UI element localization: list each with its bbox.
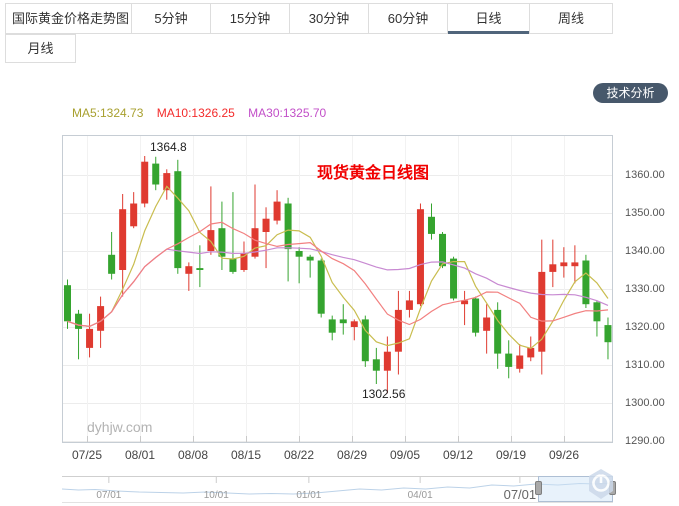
y-tick-label: 1290.00	[625, 435, 665, 447]
candle-27	[361, 319, 369, 362]
navigator-date-label: 04/01	[407, 490, 433, 501]
low-price-label: 1302.56	[362, 387, 406, 401]
tab-1[interactable]: 5分钟	[131, 3, 211, 34]
candle-34	[439, 233, 447, 267]
candle-33	[427, 216, 435, 234]
brand-logo-icon	[589, 469, 613, 499]
candle-28	[372, 359, 380, 371]
timeframe-tab-bar: 国际黄金价格走势图 5分钟 15分钟 30分钟 60分钟 日线 周线	[5, 3, 613, 34]
candle-29	[383, 351, 391, 371]
chart-title: 现货黄金日线图	[316, 165, 429, 182]
watermark: dyhjw.com	[87, 419, 153, 435]
ma30-value: MA30:1325.70	[248, 106, 327, 120]
x-tick-label: 09/12	[442, 448, 474, 462]
candle-48	[593, 302, 601, 322]
candle-47	[582, 260, 590, 305]
tab-6[interactable]: 周线	[529, 3, 613, 34]
ma-indicator-row: MA5:1324.73 MA10:1326.25 MA30:1325.70	[72, 106, 336, 120]
y-tick-label: 1340.00	[625, 245, 665, 257]
candle-4	[108, 254, 116, 274]
y-tick-label: 1350.00	[625, 207, 665, 219]
y-tick-label: 1360.00	[625, 169, 665, 181]
x-tick-label: 09/26	[548, 448, 580, 462]
candle-32	[416, 209, 424, 305]
x-tick-label: 09/19	[495, 448, 527, 462]
candle-22	[306, 256, 314, 261]
candle-25	[339, 319, 347, 324]
navigator-date-label: 10/01	[203, 490, 229, 501]
range-navigator[interactable]: 07/01 10/01 01/01 04/01 07/01	[61, 469, 616, 503]
candle-9	[163, 173, 171, 191]
x-tick-label: 09/05	[389, 448, 421, 462]
y-tick-label: 1310.00	[625, 359, 665, 371]
candle-14	[218, 228, 226, 257]
tab-5[interactable]: 日线	[447, 3, 530, 34]
y-tick-label: 1330.00	[625, 283, 665, 295]
candle-10	[174, 171, 182, 269]
candle-37	[472, 298, 480, 333]
ma5-value: MA5:1324.73	[72, 106, 144, 120]
tab-4[interactable]: 60分钟	[368, 3, 448, 34]
navigator-sparkline	[61, 476, 614, 503]
navigator-date-label: 01/01	[296, 490, 322, 501]
candle-2	[86, 328, 94, 348]
candle-7	[141, 161, 149, 204]
candle-1	[75, 313, 83, 329]
candle-21	[295, 251, 303, 257]
candle-17	[251, 228, 259, 257]
candle-23	[317, 260, 325, 314]
candle-12	[196, 268, 204, 270]
tab-row2-0[interactable]: 月线	[5, 34, 76, 63]
candle-0	[64, 285, 71, 322]
candle-26	[350, 321, 358, 327]
candle-11	[185, 266, 193, 274]
x-tick-label: 08/15	[230, 448, 262, 462]
x-tick-label: 07/25	[71, 448, 103, 462]
y-tick-label: 1320.00	[625, 321, 665, 333]
candle-30	[394, 309, 402, 352]
x-tick-label: 08/22	[283, 448, 315, 462]
y-tick-label: 1300.00	[625, 397, 665, 409]
candle-20	[284, 203, 292, 250]
technical-analysis-button[interactable]: 技术分析	[593, 83, 668, 103]
candle-39	[494, 309, 502, 354]
candle-16	[240, 252, 248, 270]
candle-38	[483, 317, 491, 331]
candle-3	[97, 306, 105, 331]
navigator-date-label: 07/01	[503, 487, 537, 502]
candle-5	[119, 209, 127, 270]
candle-45	[560, 262, 568, 267]
candle-18	[262, 218, 270, 232]
tab-0[interactable]: 国际黄金价格走势图	[5, 3, 132, 34]
candle-24	[328, 319, 336, 333]
candle-35	[450, 258, 458, 299]
candle-13	[207, 230, 215, 251]
tab-3[interactable]: 30分钟	[289, 3, 369, 34]
candle-15	[229, 258, 237, 272]
high-price-label: 1364.8	[150, 140, 187, 154]
x-tick-label: 08/08	[177, 448, 209, 462]
candle-49	[604, 325, 612, 343]
navigator-date-label: 07/01	[96, 490, 122, 501]
x-tick-label: 08/29	[336, 448, 368, 462]
candle-43	[538, 271, 546, 352]
candle-8	[152, 163, 160, 185]
timeframe-tab-bar-row2: 月线	[5, 34, 76, 63]
navigator-left-handle[interactable]	[535, 481, 543, 495]
candle-36	[461, 300, 469, 305]
x-tick-label: 08/01	[124, 448, 156, 462]
ma10-value: MA10:1326.25	[156, 106, 235, 120]
tab-2[interactable]: 15分钟	[210, 3, 290, 34]
chart-plot-area[interactable]	[62, 135, 613, 443]
candle-40	[505, 353, 513, 367]
candle-41	[516, 355, 524, 369]
candle-46	[571, 262, 579, 267]
candle-19	[273, 201, 281, 221]
candle-42	[527, 347, 535, 358]
candle-31	[405, 300, 413, 310]
candle-6	[130, 203, 138, 227]
candle-44	[549, 264, 557, 272]
